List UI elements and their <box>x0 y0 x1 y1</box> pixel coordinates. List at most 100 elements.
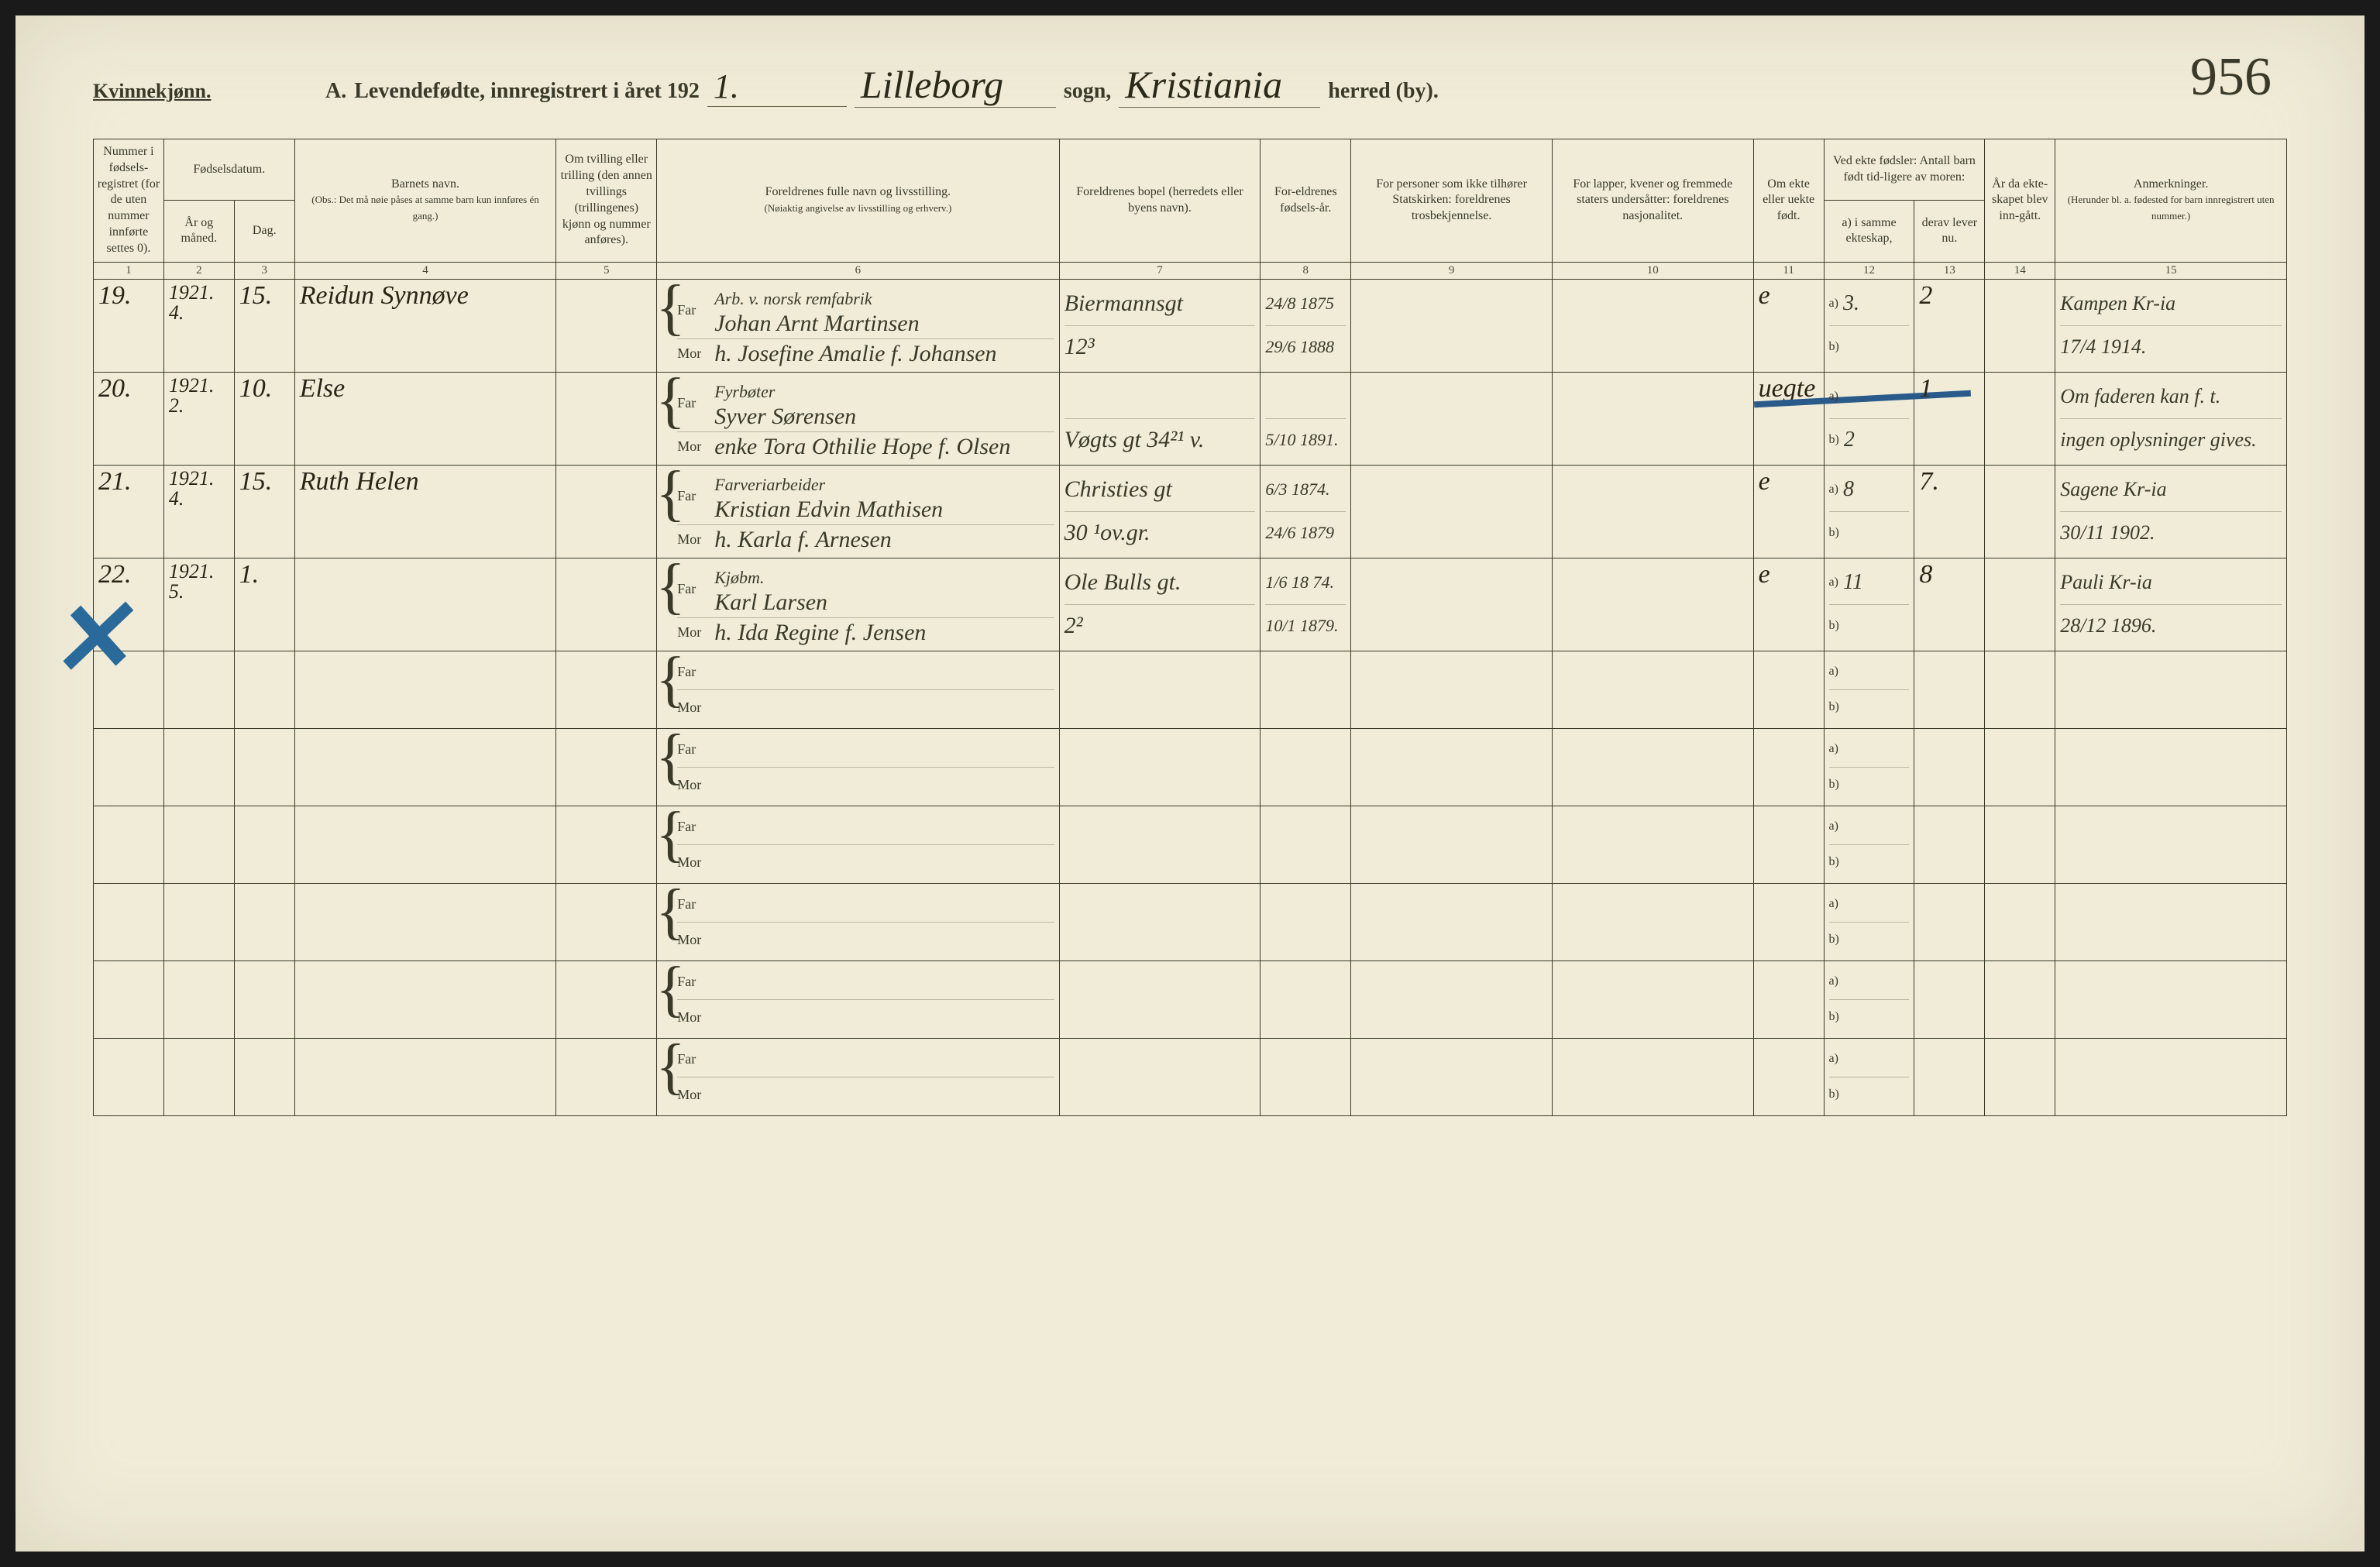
empty-cell <box>1914 960 1985 1038</box>
cell-parents: {FarFyrbøterSyver SørensenMorenke Tora O… <box>657 372 1059 465</box>
table-row: 21.1921. 4.15.Ruth Helen{FarFarveriarbei… <box>94 465 2287 558</box>
remarks-bottom: ingen oplysninger gives. <box>2060 428 2282 452</box>
b-label: b) <box>1829 619 1839 633</box>
empty-cell <box>2055 960 2287 1038</box>
mor-label: Mor <box>677 438 708 455</box>
cell-number: 21. <box>94 465 164 558</box>
empty-cell <box>1351 806 1553 883</box>
cell-nationality <box>1552 465 1753 558</box>
ab-a-val: 11 <box>1843 570 1863 595</box>
cell-twin <box>556 279 657 372</box>
cell-living: 7. <box>1914 465 1985 558</box>
empty-cell <box>94 806 164 883</box>
register-page: Kvinnekjønn. A. Levendefødte, innregistr… <box>15 15 2365 1552</box>
cell-living: 8 <box>1914 558 1985 651</box>
cell-prior-children: a)b)2 <box>1824 372 1914 465</box>
cell-parents: {FarFarveriarbeiderKristian Edvin Mathis… <box>657 465 1059 558</box>
empty-cell <box>1914 651 1985 728</box>
empty-cell <box>1059 960 1261 1038</box>
table-row: ✕20.1921. 2.10.Else{FarFyrbøterSyver Sør… <box>94 372 2287 465</box>
cell-residence: Ole Bulls gt.2² <box>1059 558 1261 651</box>
cell-day: 15. <box>234 465 294 558</box>
cell-prior-children: a)3.b) <box>1824 279 1914 372</box>
father-year: 6/3 1874. <box>1265 479 1346 500</box>
mother-year: 10/1 1879. <box>1265 616 1346 636</box>
col-header-13: derav lever nu. <box>1914 201 1985 262</box>
parish-handwritten: Lilleborg <box>855 62 1056 108</box>
cell-legitimate: e <box>1753 279 1824 372</box>
residence-mor: Vøgts gt 34²¹ v. <box>1064 427 1256 453</box>
empty-cell <box>1552 960 1753 1038</box>
brace-icon: { <box>655 555 685 617</box>
cell-day: 1. <box>234 558 294 651</box>
empty-cell: a)b) <box>1824 806 1914 883</box>
col-header-5: Om tvilling eller trilling (den annen tv… <box>556 139 657 263</box>
district-label: herred (by). <box>1328 79 1439 104</box>
mother-name: enke Tora Othilie Hope f. Olsen <box>714 434 1054 460</box>
table-row: 22.1921. 5.1.{FarKjøbm.Karl LarsenMorh. … <box>94 558 2287 651</box>
empty-cell <box>1261 960 1351 1038</box>
empty-cell <box>163 806 234 883</box>
empty-cell <box>1914 883 1985 960</box>
col-header-4-note: (Obs.: Det må nøie påses at samme barn k… <box>311 194 539 222</box>
cell-number: 19. <box>94 279 164 372</box>
empty-cell <box>163 1038 234 1115</box>
empty-cell <box>1914 728 1985 806</box>
father-name: Arb. v. norsk remfabrikJohan Arnt Martin… <box>714 284 1054 337</box>
b-label: b) <box>1829 778 1839 792</box>
col-num: 6 <box>657 262 1059 279</box>
cell-marriage-year <box>1985 465 2055 558</box>
col-num: 8 <box>1261 262 1351 279</box>
col-header-2b: Dag. <box>234 201 294 262</box>
brace-icon: { <box>655 277 685 338</box>
cell-birth-years: 1/6 18 74.10/1 1879. <box>1261 558 1351 651</box>
empty-cell <box>1351 960 1553 1038</box>
col-num: 5 <box>556 262 657 279</box>
table-row-empty: {FarMora)b) <box>94 651 2287 728</box>
ab-a-val: 8 <box>1843 477 1854 502</box>
empty-cell: {FarMor <box>657 960 1059 1038</box>
empty-cell <box>556 960 657 1038</box>
cell-remarks: Om faderen kan f. t.ingen oplysninger gi… <box>2055 372 2287 465</box>
empty-cell <box>1985 883 2055 960</box>
empty-cell <box>2055 806 2287 883</box>
empty-cell <box>1552 728 1753 806</box>
empty-cell <box>1261 651 1351 728</box>
empty-cell <box>1753 651 1824 728</box>
cell-day: 10. <box>234 372 294 465</box>
cell-living: 2 <box>1914 279 1985 372</box>
col-header-10: For lapper, kvener og fremmede staters u… <box>1552 139 1753 263</box>
b-label: b) <box>1829 340 1839 354</box>
col-header-15-note: (Herunder bl. a. fødested for barn innre… <box>2068 194 2275 222</box>
cell-year-month: 1921. 5. <box>163 558 234 651</box>
empty-cell <box>1059 883 1261 960</box>
col-header-15-title: Anmerkninger. <box>2134 177 2208 191</box>
empty-cell <box>234 806 294 883</box>
empty-cell <box>1985 728 2055 806</box>
empty-cell <box>234 728 294 806</box>
parish-label: sogn, <box>1064 79 1111 104</box>
empty-cell: {FarMor <box>657 806 1059 883</box>
cell-marriage-year <box>1985 558 2055 651</box>
col-num: 7 <box>1059 262 1261 279</box>
a-label: a) <box>1829 820 1838 833</box>
col-header-1: Nummer i fødsels-registret (for de uten … <box>94 139 164 263</box>
register-table: Nummer i fødsels-registret (for de uten … <box>93 139 2287 1116</box>
col-header-12-top: Ved ekte fødsler: Antall barn født tid-l… <box>1824 139 1985 201</box>
empty-cell <box>94 651 164 728</box>
cell-marriage-year <box>1985 372 2055 465</box>
ab-a-val: 3. <box>1843 291 1859 316</box>
mor-label: Mor <box>677 345 708 362</box>
col-header-4-title: Barnets navn. <box>391 177 459 191</box>
table-head: Nummer i fødsels-registret (for de uten … <box>94 139 2287 280</box>
cell-prior-children: a)8b) <box>1824 465 1914 558</box>
father-name: FyrbøterSyver Sørensen <box>714 377 1054 430</box>
cell-legitimate: e <box>1753 558 1824 651</box>
empty-cell: {FarMor <box>657 728 1059 806</box>
empty-cell <box>294 651 556 728</box>
cell-nationality <box>1552 558 1753 651</box>
empty-cell <box>1351 651 1553 728</box>
empty-cell <box>556 883 657 960</box>
cell-twin <box>556 465 657 558</box>
father-year: 24/8 1875 <box>1265 294 1346 314</box>
